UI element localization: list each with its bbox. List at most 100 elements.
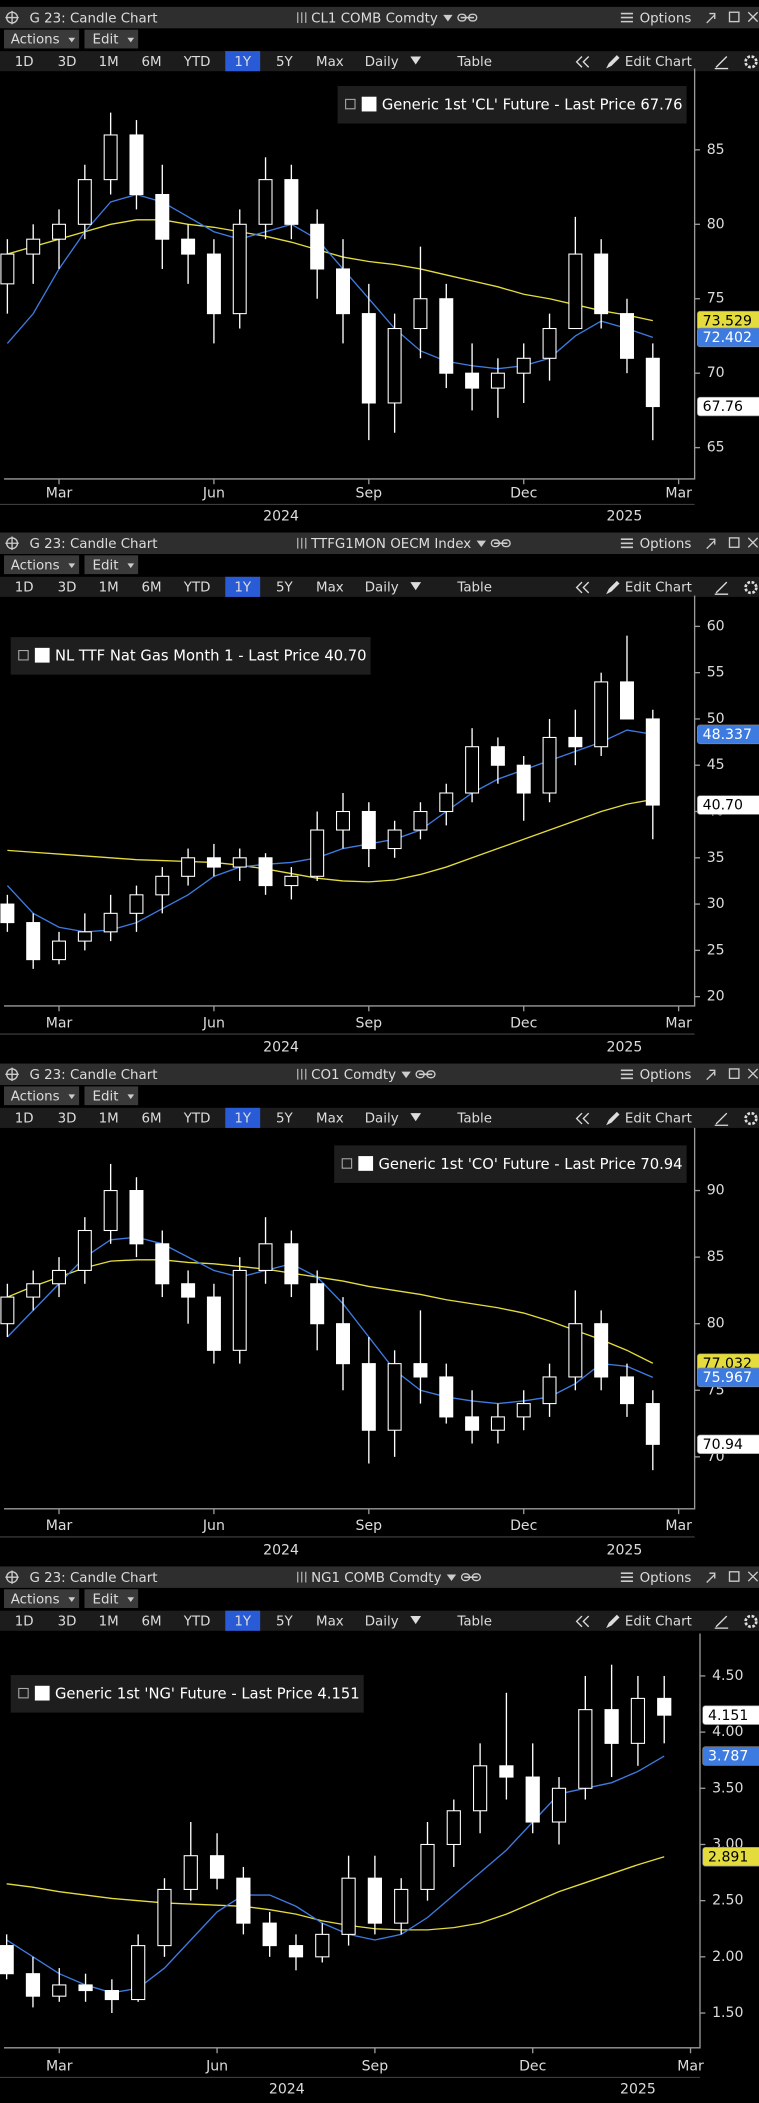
table-button[interactable]: Table	[456, 1112, 492, 1127]
period-button[interactable]: Max	[316, 581, 344, 596]
candle-body	[361, 810, 376, 850]
grid-icon	[297, 12, 307, 23]
candle-body	[310, 829, 325, 877]
y-tick-label: 50	[707, 711, 725, 727]
edit-chart[interactable]: Edit Chart	[625, 1112, 692, 1127]
ticker[interactable]: NG1 COMB Comdty	[311, 1571, 441, 1586]
last-value-label: 70.94	[703, 1437, 743, 1453]
period-button[interactable]: 1M	[99, 1614, 119, 1629]
period-button[interactable]: 3D	[58, 1112, 77, 1127]
period-button[interactable]: 5Y	[276, 581, 294, 596]
period-button[interactable]: 1Y	[234, 55, 252, 70]
link-icon	[471, 1573, 481, 1582]
period-button[interactable]: 1M	[99, 55, 119, 70]
toolbar	[0, 1107, 759, 1128]
candle-body	[439, 1376, 454, 1418]
panel-header	[0, 532, 759, 554]
edit-button[interactable]	[84, 555, 139, 575]
edit-chart[interactable]: Edit Chart	[625, 1614, 692, 1629]
maximize-icon	[728, 1068, 740, 1079]
period-button[interactable]: 6M	[141, 55, 161, 70]
y-tick-label: 75	[707, 291, 725, 307]
period-button[interactable]: 1D	[15, 1112, 34, 1127]
moving-average	[7, 798, 653, 883]
y-tick-label: 80	[707, 216, 725, 232]
period-button[interactable]: 6M	[141, 581, 161, 596]
candle-body	[103, 1190, 118, 1232]
legend-swatch	[34, 1685, 50, 1701]
period-button[interactable]: YTD	[183, 581, 211, 596]
actions-button[interactable]	[4, 555, 80, 575]
dropdown-arrow	[127, 1597, 135, 1602]
period-button[interactable]: YTD	[183, 55, 211, 70]
candle-body	[310, 223, 325, 270]
dropdown-arrow	[446, 1574, 457, 1582]
settings-icon	[744, 1111, 758, 1126]
candle-body	[258, 857, 273, 887]
frequency[interactable]: Daily	[365, 1614, 399, 1629]
dropdown-arrow	[476, 540, 486, 548]
edit-button[interactable]	[84, 29, 139, 49]
y-tick-label: 60	[707, 618, 725, 634]
legend-expand	[18, 1687, 29, 1699]
popout-icon	[706, 538, 716, 550]
panel-icon	[5, 1067, 19, 1082]
period-button[interactable]: 1Y	[234, 1614, 252, 1629]
y-tick-label: 85	[707, 1249, 725, 1265]
collapse-icon	[575, 56, 590, 68]
edit-chart[interactable]: Edit Chart	[625, 581, 692, 596]
table-button[interactable]: Table	[456, 55, 492, 70]
period-button[interactable]: Max	[316, 1112, 344, 1127]
period-button[interactable]: 1D	[15, 55, 34, 70]
period-button[interactable]: YTD	[183, 1614, 211, 1629]
period-button[interactable]: 3D	[58, 55, 77, 70]
actions-button[interactable]	[4, 1589, 80, 1609]
last-value-box	[702, 1746, 759, 1766]
period-button[interactable]: 6M	[141, 1112, 161, 1127]
actions-button[interactable]	[4, 1086, 80, 1106]
actions-button[interactable]	[4, 29, 80, 49]
period-button[interactable]: 1M	[99, 1112, 119, 1127]
candle-body	[336, 810, 350, 831]
period-button[interactable]: 3D	[58, 581, 77, 596]
edit-button[interactable]	[84, 1086, 139, 1106]
options[interactable]: Options	[640, 537, 692, 552]
frequency[interactable]: Daily	[365, 581, 399, 596]
candle-body	[284, 875, 299, 887]
edit-chart[interactable]: Edit Chart	[625, 55, 692, 70]
ticker[interactable]: CO1 Comdty	[311, 1068, 396, 1083]
ticker[interactable]: TTFG1MON OECM Index	[310, 537, 471, 552]
period-button[interactable]: 1D	[15, 1614, 34, 1629]
annotate-icon	[714, 56, 729, 70]
period-button[interactable]: 5Y	[276, 1614, 294, 1629]
period-button[interactable]: Max	[316, 55, 344, 70]
candle-body	[26, 1283, 41, 1298]
candle-body	[525, 1776, 540, 1823]
candle-body	[52, 223, 67, 240]
period-button[interactable]: 5Y	[276, 1112, 294, 1127]
period-button[interactable]: 1M	[99, 581, 119, 596]
frequency[interactable]: Daily	[365, 1112, 399, 1127]
maximize-icon	[728, 1571, 740, 1582]
moving-average	[6, 1856, 665, 1931]
period-button[interactable]: 1Y	[234, 1112, 252, 1127]
period-button[interactable]: 6M	[141, 1614, 161, 1629]
candle-body	[361, 313, 376, 404]
ticker[interactable]: CL1 COMB Comdty	[311, 11, 438, 26]
period-button[interactable]: 3D	[58, 1614, 77, 1629]
candle-body	[77, 931, 92, 942]
period-button[interactable]: Max	[316, 1614, 344, 1629]
table-button[interactable]: Table	[456, 1614, 492, 1629]
period-button[interactable]: 1D	[15, 581, 34, 596]
table-button[interactable]: Table	[456, 581, 492, 596]
frequency[interactable]: Daily	[365, 55, 399, 70]
options[interactable]: Options	[640, 1571, 692, 1586]
period-button[interactable]: 1Y	[234, 581, 252, 596]
edit-button[interactable]	[84, 1589, 139, 1609]
period-button[interactable]: YTD	[183, 1112, 211, 1127]
options[interactable]: Options	[640, 1068, 692, 1083]
options[interactable]: Options	[640, 11, 692, 26]
year-label: 2024	[269, 2081, 305, 2097]
period-button[interactable]: 5Y	[276, 55, 294, 70]
